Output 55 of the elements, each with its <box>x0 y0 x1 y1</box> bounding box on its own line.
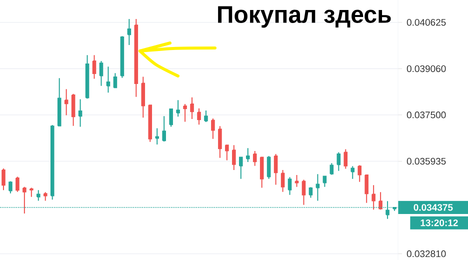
candlestick <box>372 184 376 210</box>
candlestick <box>64 88 68 116</box>
candlestick <box>57 78 62 126</box>
candlestick <box>232 144 236 170</box>
candlestick <box>169 108 173 128</box>
candlestick <box>218 126 222 158</box>
candlestick <box>2 168 6 191</box>
candlestick <box>176 100 180 118</box>
annotation: Покупал здесь <box>218 6 391 28</box>
candlestick <box>336 152 341 172</box>
y-tick-label: 0.035935 <box>406 158 446 165</box>
candlestick <box>155 128 160 146</box>
candlestick <box>8 180 12 194</box>
y-tick-label: 0.039060 <box>406 65 446 72</box>
candlestick <box>78 98 82 128</box>
candlestick <box>378 192 382 210</box>
candlestick <box>246 148 250 162</box>
candlestick <box>211 118 215 140</box>
candlestick <box>252 150 257 166</box>
candlestick <box>302 179 306 206</box>
candlestick <box>308 186 313 198</box>
candlestick <box>106 66 110 94</box>
candlestick <box>183 103 187 122</box>
candlestick <box>280 169 285 192</box>
candlestick <box>239 156 243 180</box>
candlestick <box>99 60 104 86</box>
candlestick <box>50 124 54 200</box>
y-tick-label: 0.032810 <box>406 250 446 258</box>
candlestick <box>358 164 362 182</box>
candlestick <box>316 174 320 202</box>
candlestick <box>197 108 201 126</box>
candlestick <box>141 76 146 118</box>
candlestick <box>43 192 48 202</box>
candlestick <box>16 176 20 192</box>
candlestick <box>22 186 26 214</box>
candlestick <box>204 110 208 122</box>
candlestick <box>92 54 96 80</box>
y-tick-label: 0.040625 <box>406 18 446 26</box>
candlestick <box>190 96 194 120</box>
candlestick <box>225 144 229 161</box>
candlestick <box>127 18 132 46</box>
candlestick <box>162 116 166 142</box>
candlestick <box>288 176 292 196</box>
candlestick <box>30 187 34 198</box>
candlestick <box>364 174 368 204</box>
ref-line-label: 0.034375 <box>414 204 453 211</box>
y-tick-label: 0.037500 <box>406 112 446 118</box>
candlestick <box>36 190 40 202</box>
candlestick <box>274 153 278 186</box>
candlestick <box>350 166 355 180</box>
candlestick <box>148 104 152 142</box>
candlestick <box>322 176 327 188</box>
candlestick <box>294 174 299 188</box>
candlestick <box>344 148 348 170</box>
text: 13:20:12 <box>420 219 458 226</box>
